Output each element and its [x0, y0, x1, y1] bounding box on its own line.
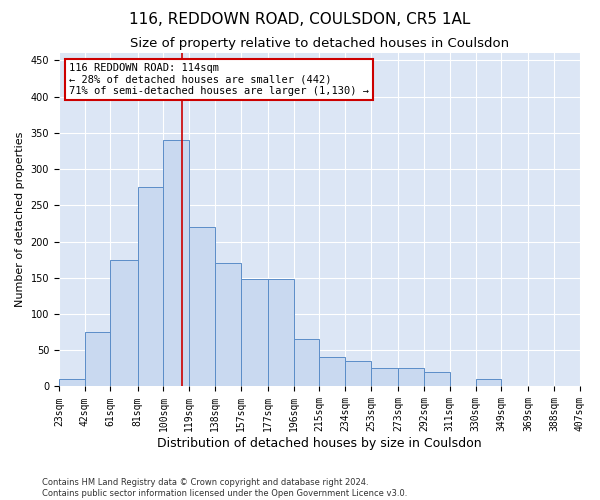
- Text: 116, REDDOWN ROAD, COULSDON, CR5 1AL: 116, REDDOWN ROAD, COULSDON, CR5 1AL: [130, 12, 470, 28]
- Bar: [345, 361, 371, 386]
- Bar: [476, 379, 501, 386]
- Bar: [268, 279, 293, 386]
- Bar: [424, 372, 450, 386]
- Bar: [110, 260, 137, 386]
- X-axis label: Distribution of detached houses by size in Coulsdon: Distribution of detached houses by size …: [157, 437, 482, 450]
- Bar: [293, 340, 319, 386]
- Text: Contains HM Land Registry data © Crown copyright and database right 2024.
Contai: Contains HM Land Registry data © Crown c…: [42, 478, 407, 498]
- Bar: [215, 264, 241, 386]
- Bar: [398, 368, 424, 386]
- Bar: [241, 279, 268, 386]
- Bar: [163, 140, 189, 386]
- Bar: [85, 332, 110, 386]
- Title: Size of property relative to detached houses in Coulsdon: Size of property relative to detached ho…: [130, 38, 509, 51]
- Bar: [137, 187, 163, 386]
- Bar: [59, 379, 85, 386]
- Bar: [319, 358, 345, 386]
- Text: 116 REDDOWN ROAD: 114sqm
← 28% of detached houses are smaller (442)
71% of semi-: 116 REDDOWN ROAD: 114sqm ← 28% of detach…: [70, 63, 370, 96]
- Bar: [371, 368, 398, 386]
- Bar: [189, 227, 215, 386]
- Y-axis label: Number of detached properties: Number of detached properties: [15, 132, 25, 308]
